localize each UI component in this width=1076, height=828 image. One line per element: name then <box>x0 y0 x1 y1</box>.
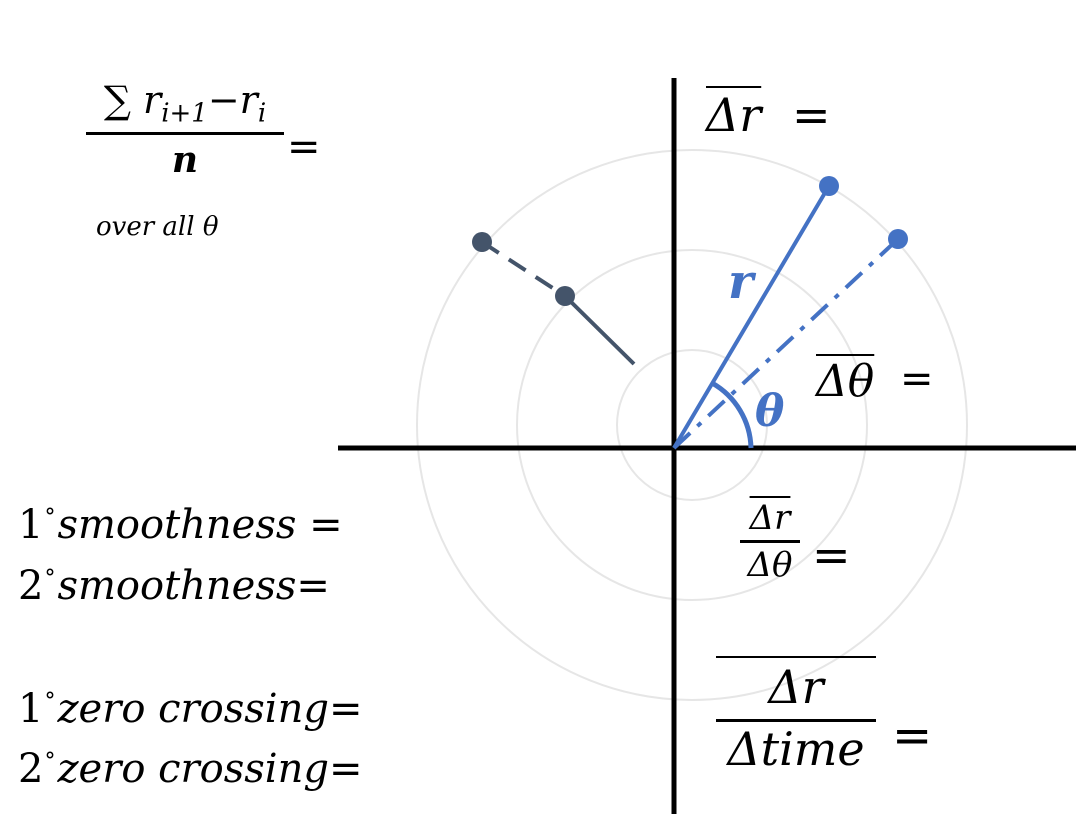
grid-circle-middle <box>516 249 868 601</box>
mean-difference-formula: ∑ ri+1−ri n <box>86 78 284 182</box>
dr-dtime-denominator: Δtime <box>727 721 865 776</box>
sum-denominator: n <box>171 139 199 182</box>
dr-dtheta-fraction: Δr Δθ <box>740 498 800 586</box>
dr-dtime-numerator: Δr <box>768 660 824 714</box>
theta-label: θ <box>755 386 785 437</box>
smoothness-1-equals: = <box>296 502 343 548</box>
smoothness-2-degree: 2 <box>18 563 44 609</box>
dr-dtime-fraction: Δr Δtime <box>716 656 876 774</box>
mean-delta-theta-equals: = <box>900 356 934 402</box>
slate-segment-solid <box>563 294 636 366</box>
mean-delta-r: Δr <box>706 88 762 142</box>
mean-delta-r-equals: = <box>792 88 831 142</box>
zero-crossing-2-text: zero crossing <box>57 746 329 792</box>
sum-equals: = <box>287 124 321 170</box>
dr-dtime-overline <box>716 656 876 658</box>
slate-point-inner <box>555 286 575 306</box>
degree-icon: ° <box>44 688 56 714</box>
dr-dtime-equals: = <box>892 708 933 764</box>
zero-crossing-2-equals: = <box>328 746 363 792</box>
dr-dtheta-denominator: Δθ <box>747 545 793 586</box>
zero-crossing-1-text: zero crossing <box>57 686 329 732</box>
radius-vector-next <box>672 237 900 450</box>
degree-icon: ° <box>44 565 56 591</box>
theta-arc <box>710 380 754 449</box>
smoothness-1-text: smoothness <box>57 502 297 548</box>
zero-crossing-1-label: 1°zero crossing= <box>18 686 362 732</box>
mean-delta-theta: Δθ <box>816 356 875 407</box>
grid-circle-outer <box>416 149 968 701</box>
zero-crossing-2-degree: 2 <box>18 746 44 792</box>
sum-note: over all θ <box>96 212 219 242</box>
sum-numerator: ∑ ri+1−ri <box>103 78 267 129</box>
radius-vector-r <box>672 184 831 450</box>
grid-circle-inner <box>616 349 768 501</box>
sum-symbol-r: ∑ r <box>103 78 162 122</box>
zero-crossing-2-label: 2°zero crossing= <box>18 746 362 792</box>
zero-crossing-1-degree: 1 <box>18 686 44 732</box>
sum-subscript-i: i <box>257 98 267 129</box>
smoothness-2-equals: = <box>296 563 330 609</box>
smoothness-2-label: 2°smoothness= <box>18 563 330 609</box>
degree-icon: ° <box>44 748 56 774</box>
dr-dtheta-equals: = <box>812 528 851 582</box>
smoothness-1-degree: 1 <box>18 502 44 548</box>
smoothness-2-text: smoothness <box>57 563 297 609</box>
dr-dtime-bar <box>716 718 876 722</box>
r-label: r <box>728 254 757 310</box>
sum-fraction-bar <box>86 132 284 136</box>
dr-dtheta-bar <box>740 540 800 544</box>
slate-segment-dashed <box>480 240 567 298</box>
sum-minus-r: −r <box>207 78 258 122</box>
smoothness-1-label: 1°smoothness = <box>18 502 343 548</box>
radius-vector-next-endpoint <box>888 229 908 249</box>
sum-subscript-i1: i+1 <box>161 98 208 129</box>
dr-dtheta-numerator: Δr <box>749 498 791 538</box>
grid-circles <box>416 149 968 701</box>
zero-crossing-1-equals: = <box>328 686 363 732</box>
slate-point-outer <box>472 232 492 252</box>
radius-vector-endpoint <box>819 176 839 196</box>
degree-icon: ° <box>44 504 56 530</box>
